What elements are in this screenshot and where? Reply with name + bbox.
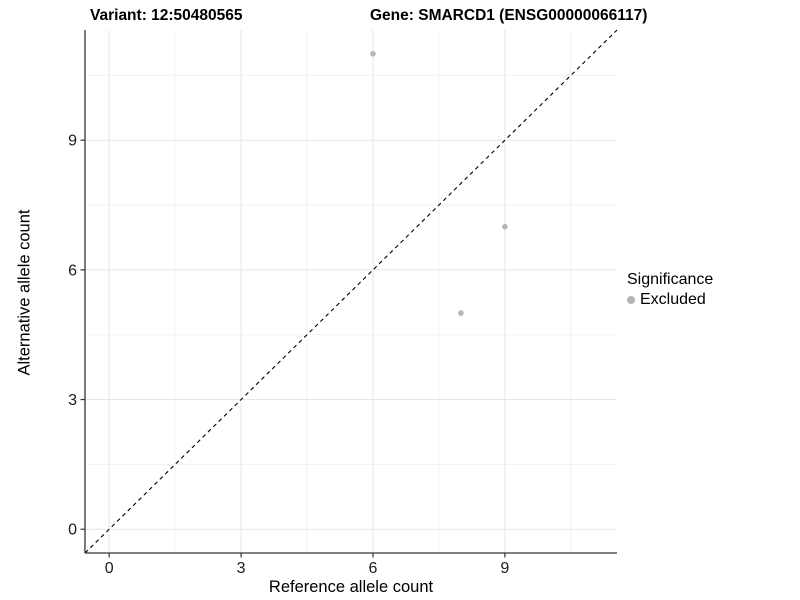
x-tick-label: 0 (105, 560, 114, 577)
legend-entry-excluded: Excluded (627, 291, 713, 309)
x-axis-title: Reference allele count (268, 578, 434, 596)
x-tick-label: 9 (500, 560, 509, 577)
gene-title: Gene: SMARCD1 (ENSG00000066117) (370, 7, 648, 24)
y-tick-label: 3 (68, 392, 77, 409)
legend: Significance Excluded (627, 271, 713, 309)
x-tick-label: 3 (237, 560, 246, 577)
y-tick-label: 6 (68, 262, 77, 279)
identity-line (84, 29, 618, 554)
data-point (502, 223, 508, 230)
y-axis-title: Alternative allele count (15, 209, 34, 376)
x-tick-label: 6 (369, 560, 378, 577)
data-point (458, 310, 464, 316)
data-point (370, 50, 376, 57)
legend-point-icon (627, 296, 635, 304)
variant-title: Variant: 12:50480565 (90, 7, 243, 24)
y-tick-label: 0 (68, 522, 77, 539)
legend-entry-label: Excluded (640, 291, 706, 308)
legend-title: Significance (627, 271, 714, 288)
y-tick-label: 9 (68, 133, 77, 150)
